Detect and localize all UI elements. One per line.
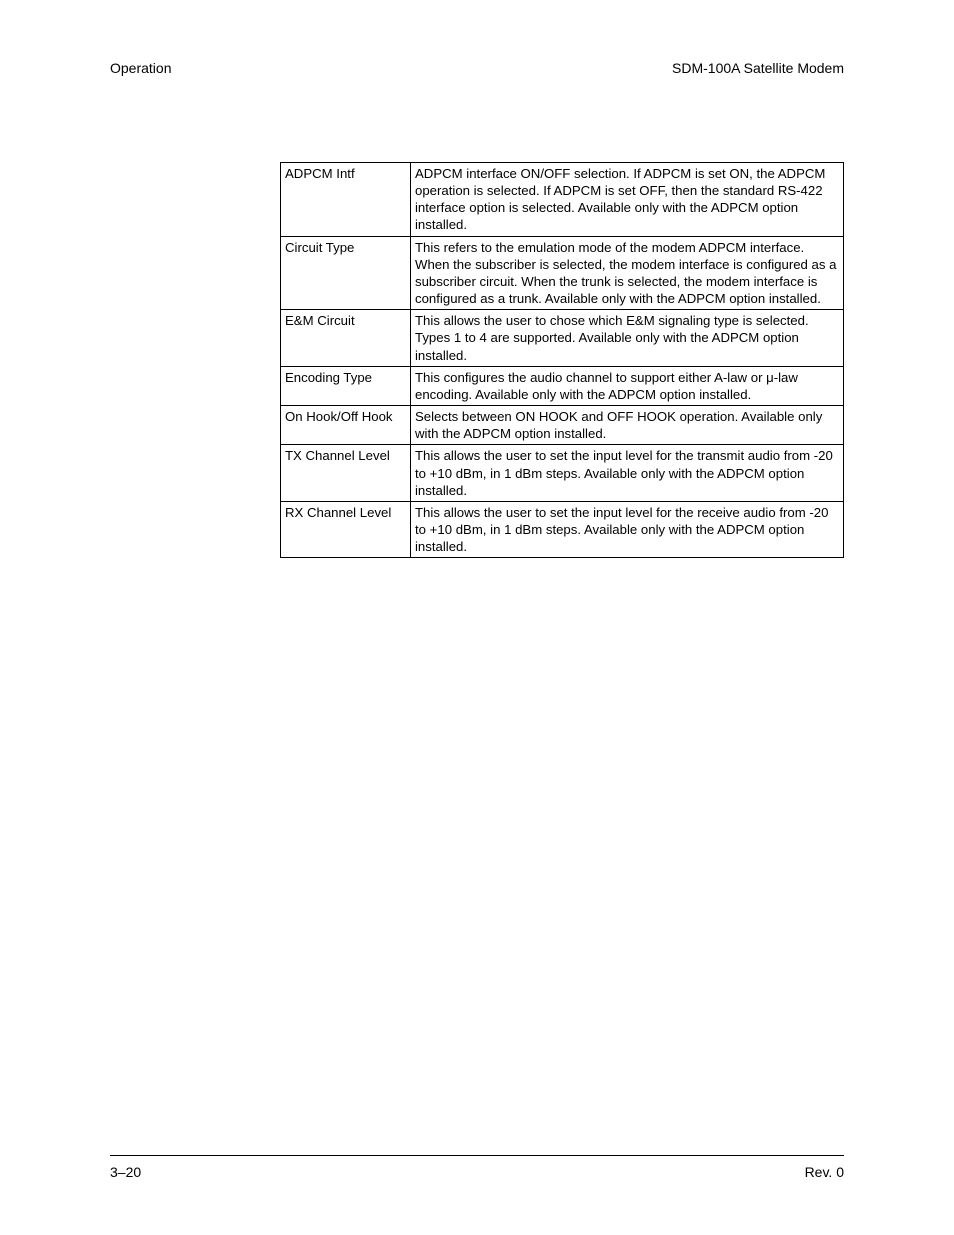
header-right: SDM-100A Satellite Modem — [672, 60, 844, 76]
page-header: Operation SDM-100A Satellite Modem — [110, 60, 844, 82]
parameter-table-wrap: ADPCM Intf ADPCM interface ON/OFF select… — [280, 162, 844, 558]
param-cell: E&M Circuit — [281, 310, 411, 366]
param-cell: TX Channel Level — [281, 445, 411, 501]
table-row: Circuit Type This refers to the emulatio… — [281, 236, 844, 310]
param-cell: RX Channel Level — [281, 501, 411, 557]
desc-cell: This allows the user to set the input le… — [411, 445, 844, 501]
parameter-table: ADPCM Intf ADPCM interface ON/OFF select… — [280, 162, 844, 558]
param-cell: Encoding Type — [281, 366, 411, 405]
page-footer: 3–20 Rev. 0 — [110, 1155, 844, 1180]
footer-revision: Rev. 0 — [805, 1164, 844, 1180]
table-row: E&M Circuit This allows the user to chos… — [281, 310, 844, 366]
table-row: On Hook/Off Hook Selects between ON HOOK… — [281, 406, 844, 445]
desc-cell: This allows the user to chose which E&M … — [411, 310, 844, 366]
param-cell: On Hook/Off Hook — [281, 406, 411, 445]
desc-cell: This refers to the emulation mode of the… — [411, 236, 844, 310]
page: Operation SDM-100A Satellite Modem ADPCM… — [110, 60, 844, 1180]
table-row: TX Channel Level This allows the user to… — [281, 445, 844, 501]
desc-cell: Selects between ON HOOK and OFF HOOK ope… — [411, 406, 844, 445]
table-row: ADPCM Intf ADPCM interface ON/OFF select… — [281, 163, 844, 237]
desc-cell: ADPCM interface ON/OFF selection. If ADP… — [411, 163, 844, 237]
desc-cell: This configures the audio channel to sup… — [411, 366, 844, 405]
table-row: Encoding Type This configures the audio … — [281, 366, 844, 405]
header-left: Operation — [110, 60, 171, 76]
table-row: RX Channel Level This allows the user to… — [281, 501, 844, 557]
param-cell: Circuit Type — [281, 236, 411, 310]
footer-page-number: 3–20 — [110, 1164, 141, 1180]
desc-cell: This allows the user to set the input le… — [411, 501, 844, 557]
param-cell: ADPCM Intf — [281, 163, 411, 237]
